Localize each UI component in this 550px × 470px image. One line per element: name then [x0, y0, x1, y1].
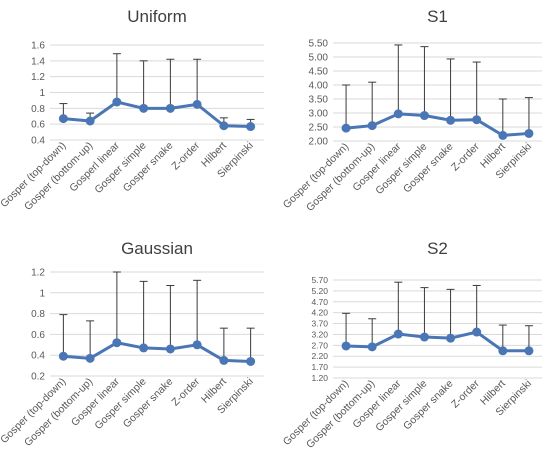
data-point: [419, 111, 429, 121]
data-point: [85, 353, 95, 363]
series-line: [63, 100, 251, 129]
data-point: [446, 333, 456, 343]
data-point: [192, 99, 202, 109]
y-tick-label: 5.70: [311, 275, 328, 285]
y-tick-label: 0.8: [31, 309, 45, 320]
y-tick-label: 4.20: [311, 308, 328, 318]
y-tick-label: 1.6: [31, 41, 45, 52]
data-point: [219, 121, 229, 131]
y-tick-label: 3.00: [309, 109, 329, 120]
data-point: [393, 109, 403, 119]
y-tick-label: 5.20: [311, 286, 328, 296]
y-tick-label: 1.4: [31, 56, 45, 67]
chart-panel-s1: S12.002.503.003.504.004.505.005.50Gosper…: [281, 7, 542, 214]
series-line: [345, 112, 530, 137]
data-point: [112, 338, 122, 348]
data-point: [367, 342, 377, 352]
y-tick-label: 3.70: [311, 319, 328, 329]
chart-title: Uniform: [127, 7, 187, 26]
y-tick-label: 0.6: [31, 330, 45, 341]
data-point: [446, 115, 456, 125]
data-point: [85, 116, 95, 126]
y-tick-label: 0.8: [31, 104, 45, 115]
y-tick-label: 4.70: [311, 297, 328, 307]
chart-panel-s2: S2 1.201.702.202.703.203.704.204.705.205.…: [281, 239, 542, 451]
y-tick-label: 2.70: [311, 340, 328, 350]
y-tick-label: 5.50: [309, 39, 329, 50]
y-tick-label: 4.00: [309, 81, 329, 92]
data-point: [498, 130, 508, 140]
y-tick-label: 1.2: [31, 268, 45, 279]
y-tick-label: 1: [39, 88, 45, 99]
data-point: [524, 346, 534, 356]
y-tick-label: 2.20: [311, 351, 328, 361]
y-tick-label: 3.20: [311, 329, 328, 339]
data-point: [367, 121, 377, 131]
data-point: [472, 327, 482, 337]
data-point: [341, 123, 351, 133]
series-line: [63, 341, 251, 363]
data-point: [524, 128, 534, 138]
x-tick-label: Z-order: [169, 139, 202, 172]
data-point: [419, 332, 429, 342]
y-tick-label: 1: [39, 288, 45, 299]
data-point: [165, 344, 175, 354]
x-tick-label: Z-order: [449, 140, 482, 173]
data-point: [139, 103, 149, 113]
data-point: [246, 122, 256, 132]
chart-title: S1: [427, 7, 448, 26]
y-tick-label: 2.00: [309, 137, 329, 148]
data-point: [58, 114, 68, 124]
chart-title: S2: [427, 239, 448, 258]
y-tick-label: 0.6: [31, 120, 45, 131]
y-tick-label: 0.2: [31, 372, 45, 383]
data-point: [219, 355, 229, 365]
data-point: [472, 115, 482, 125]
y-tick-label: 0.4: [31, 351, 45, 362]
chart-title: Gaussian: [121, 239, 193, 258]
data-point: [393, 329, 403, 339]
y-tick-label: 3.50: [309, 95, 329, 106]
y-tick-label: 0.4: [31, 136, 45, 147]
y-tick-label: 2.50: [309, 123, 329, 134]
data-point: [165, 103, 175, 113]
data-point: [112, 97, 122, 107]
x-tick-label: Z-order: [449, 377, 482, 410]
x-tick-label: Z-order: [169, 375, 202, 408]
data-point: [58, 351, 68, 361]
y-tick-label: 5.00: [309, 53, 329, 64]
data-point: [139, 343, 149, 353]
data-point: [341, 341, 351, 351]
data-point: [192, 340, 202, 350]
y-tick-label: 1.70: [311, 362, 328, 372]
y-tick-label: 1.20: [311, 373, 328, 383]
y-tick-label: 4.50: [309, 67, 329, 78]
series-line: [346, 330, 529, 353]
y-tick-label: 1.2: [31, 72, 45, 83]
data-point: [246, 356, 256, 366]
data-point: [498, 346, 508, 356]
